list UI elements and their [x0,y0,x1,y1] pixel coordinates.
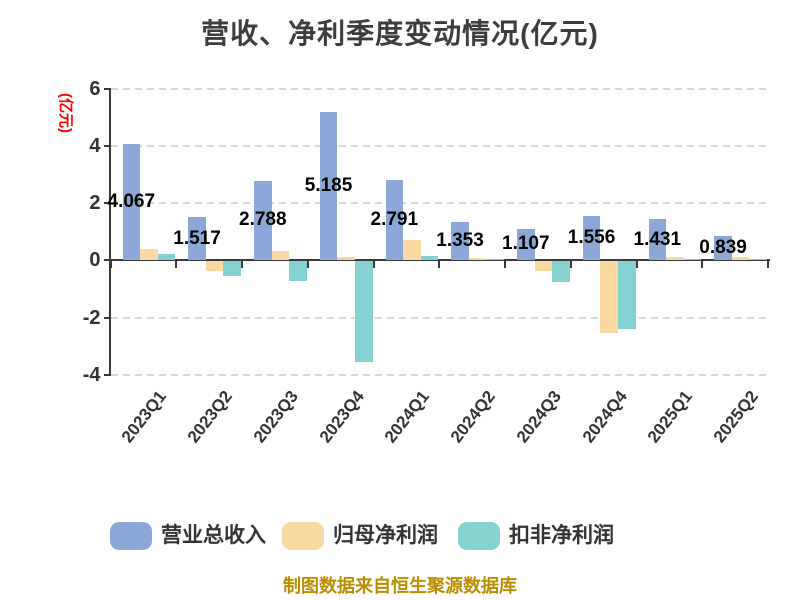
bar-归母净利润-2023Q3 [271,250,290,261]
x-axis-tick [241,260,243,269]
bar-归母净利润-2023Q4 [337,256,355,261]
bar-归母净利润-2024Q2 [468,258,487,261]
bar-营业总收入-2024Q3 [517,228,535,261]
bar-营业总收入-2025Q2 [714,236,732,261]
legend-label-non-gaap-profit: 扣非净利润 [509,524,614,547]
y-axis-tick [103,373,111,376]
x-axis-label-2023Q1: 2023Q1 [118,387,171,447]
legend-swatch-net-profit [282,521,324,550]
x-axis-label-2025Q2: 2025Q2 [709,387,763,447]
legend-label-revenue: 营业总收入 [161,524,266,547]
bar-营业总收入-2024Q4 [582,215,601,261]
legend-item-revenue[interactable]: 营业总收入 [110,521,266,550]
y-axis-tick [103,259,111,262]
x-axis-label-2024Q3: 2024Q3 [512,387,565,447]
x-axis-label-2024Q1: 2024Q1 [381,387,434,447]
bar-扣非净利润-2025Q1 [683,259,702,261]
bar-扣非净利润-2025Q2 [749,259,768,261]
gridline [110,316,768,319]
bar-扣非净利润-2023Q1 [157,254,176,261]
bar-营业总收入-2023Q3 [254,180,272,261]
x-axis-tick [767,260,769,269]
gridline [110,202,768,205]
bar-扣非净利润-2023Q4 [354,261,373,363]
x-axis-label-2023Q4: 2023Q4 [315,387,368,447]
bar-归母净利润-2025Q1 [666,257,684,261]
y-tick-label: -4 [82,363,101,386]
x-axis-label-2024Q4: 2024Q4 [578,387,631,447]
y-axis-tick [103,202,111,205]
bar-营业总收入-2023Q4 [319,112,338,261]
y-axis-tick [103,316,111,319]
x-axis-tick [109,260,112,269]
x-axis-tick [569,260,572,269]
bar-value-label: 1.517 [173,227,221,249]
y-axis-line [109,88,111,375]
bar-扣非净利润-2024Q4 [617,261,636,330]
bar-value-label: 1.556 [567,227,616,249]
bar-扣非净利润-2024Q1 [420,256,439,261]
bar-营业总收入-2025Q1 [648,219,667,261]
legend-label-net-profit: 归母净利润 [333,524,438,547]
x-axis-tick [306,260,309,269]
legend-item-net-profit[interactable]: 归母净利润 [282,521,438,550]
bar-归母净利润-2023Q2 [205,261,224,272]
bar-扣非净利润-2024Q3 [552,261,570,282]
bar-归母净利润-2024Q1 [403,239,421,261]
data-source-note: 制图数据来自恒生聚源数据库 [283,576,517,596]
x-axis-label-2023Q2: 2023Q2 [183,387,237,447]
y-tick-label: -2 [82,306,101,329]
bar-营业总收入-2023Q1 [122,143,141,261]
x-axis-label-2024Q2: 2024Q2 [446,387,500,447]
chart-title: 营收、净利季度变动情况(亿元) [201,18,599,49]
y-tick-label: 0 [89,249,101,272]
x-axis-label-2023Q3: 2023Q3 [249,387,302,447]
bar-归母净利润-2023Q1 [140,248,158,261]
bar-扣非净利润-2024Q2 [486,259,505,261]
legend-item-non-gaap-profit[interactable]: 扣非净利润 [458,521,614,550]
y-tick-label: 6 [89,77,101,100]
gridline [110,144,768,147]
bar-归母净利润-2024Q4 [600,261,618,333]
x-axis-tick [701,260,704,269]
bar-营业总收入-2024Q1 [385,180,404,261]
bar-营业总收入-2023Q2 [188,216,206,261]
bar-value-label: 0.839 [699,237,747,259]
x-axis-tick [372,260,375,269]
x-axis-tick [175,260,178,269]
x-axis-tick [438,260,441,269]
bar-营业总收入-2024Q2 [451,221,469,261]
bar-value-label: 1.107 [502,233,550,255]
bar-扣非净利润-2023Q2 [223,261,242,276]
bar-value-label: 1.353 [436,229,484,251]
x-axis-tick [635,260,638,269]
bar-value-label: 4.067 [107,191,156,213]
x-axis-label-2025Q1: 2025Q1 [644,387,697,447]
gridline [110,87,768,90]
bar-归母净利润-2024Q3 [534,261,553,271]
legend: 营业总收入 归母净利润 扣非净利润 [0,521,800,551]
bar-扣非净利润-2023Q3 [289,261,307,282]
y-axis-tick [103,144,111,147]
x-axis-tick [504,260,506,269]
bar-value-label: 2.788 [239,209,287,231]
y-tick-label: 2 [89,192,101,215]
y-axis-tick [103,87,111,90]
legend-swatch-revenue [110,521,152,550]
bar-value-label: 2.791 [370,209,419,231]
y-tick-label: 4 [89,134,101,157]
gridline [110,373,768,376]
bar-value-label: 5.185 [304,175,353,197]
legend-swatch-non-gaap-profit [458,521,500,550]
bar-归母净利润-2025Q2 [731,257,750,261]
bar-value-label: 1.431 [633,228,682,250]
